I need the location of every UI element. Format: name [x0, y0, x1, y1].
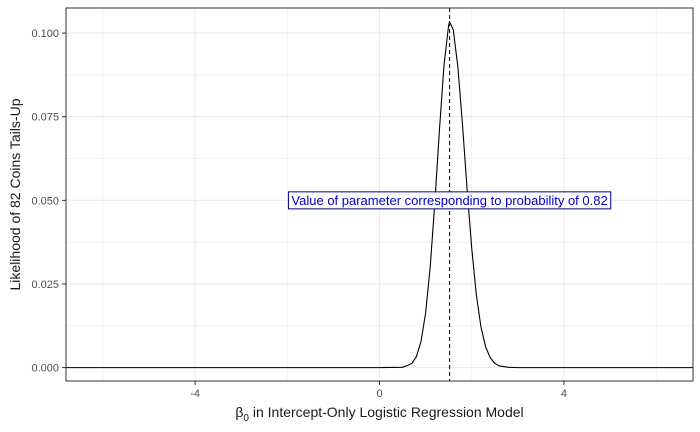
x-axis-title-suffix: in Intercept-Only Logistic Regression Mo… [249, 404, 524, 420]
annotation-text: Value of parameter corresponding to prob… [291, 193, 607, 208]
y-tick-label: 0.000 [31, 363, 59, 375]
y-tick-label: 0.025 [31, 279, 59, 291]
x-tick-label: -4 [190, 388, 200, 400]
x-tick-label: 0 [376, 388, 382, 400]
x-axis-title-subscript: 0 [243, 413, 249, 424]
x-axis-title: β0 in Intercept-Only Logistic Regression… [235, 404, 523, 424]
y-tick-label: 0.100 [31, 28, 59, 40]
x-axis-title-prefix: β [235, 404, 243, 420]
y-tick-label: 0.050 [31, 195, 59, 207]
ticks-layer: -4 0 4 0.000 0.025 0.050 0.075 0.100 [31, 28, 567, 400]
y-tick-label: 0.075 [31, 112, 59, 124]
annotation-box [287, 191, 612, 210]
y-axis-title: Likelihood of 82 Coins Tails-Up [7, 98, 23, 290]
annotation: Value of parameter corresponding to prob… [287, 191, 612, 210]
likelihood-curve [66, 20, 693, 369]
x-tick-label: 4 [561, 388, 567, 400]
